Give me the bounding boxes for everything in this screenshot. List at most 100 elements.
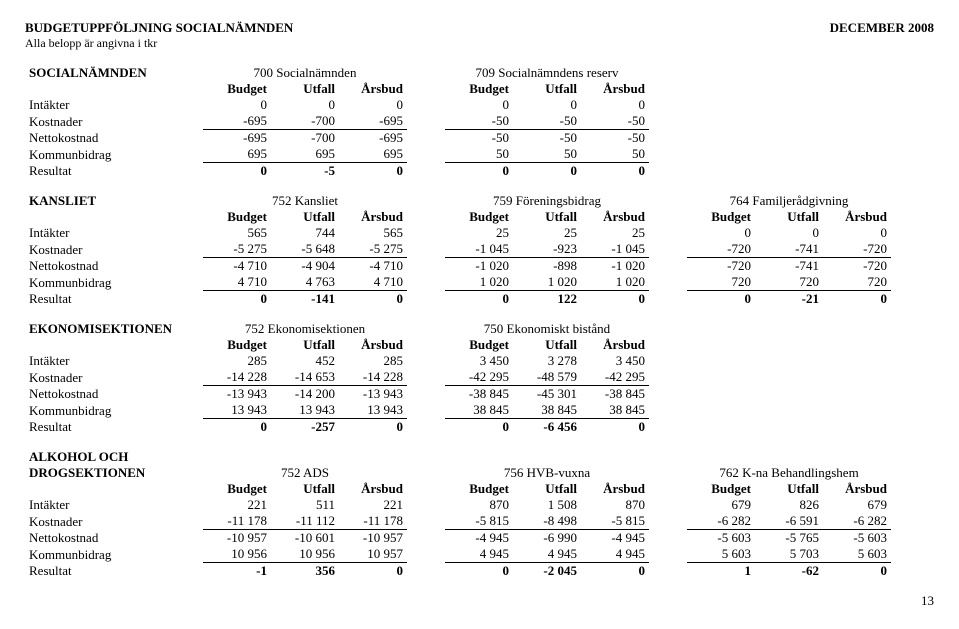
cell: -45 301 — [513, 386, 581, 403]
cell: -1 020 — [445, 258, 513, 275]
col-header-budget: Budget — [445, 481, 513, 497]
cell: 3 450 — [581, 353, 649, 369]
section-label: EKONOMISEKTIONEN — [25, 321, 203, 337]
cell: -695 — [339, 130, 407, 147]
group-title: 752 ADS — [203, 449, 407, 481]
group-title: 700 Socialnämnden — [203, 65, 407, 81]
cell: 565 — [203, 225, 271, 241]
cell: -50 — [445, 130, 513, 147]
group-title: 759 Föreningsbidrag — [445, 193, 649, 209]
cell: -720 — [687, 241, 755, 258]
cell: -1 — [203, 563, 271, 580]
cell: -50 — [513, 130, 581, 147]
budget-section: ALKOHOL OCHDROGSEKTIONEN752 ADS756 HVB-v… — [25, 449, 891, 579]
group-title: 752 Kansliet — [203, 193, 407, 209]
cell: 720 — [823, 274, 891, 291]
cell: 25 — [581, 225, 649, 241]
cell: 3 278 — [513, 353, 581, 369]
cell: -14 653 — [271, 369, 339, 386]
cell: -10 957 — [203, 530, 271, 547]
row-label-nettokostnad: Nettokostnad — [25, 130, 203, 147]
section-label: KANSLIET — [25, 193, 203, 209]
cell: -38 845 — [581, 386, 649, 403]
row-label-resultat: Resultat — [25, 163, 203, 180]
col-header-utfall: Utfall — [271, 481, 339, 497]
cell: -695 — [203, 130, 271, 147]
cell: 356 — [271, 563, 339, 580]
row-label-nettokostnad: Nettokostnad — [25, 386, 203, 403]
cell: 0 — [581, 563, 649, 580]
col-header-arsbud: Årsbud — [581, 209, 649, 225]
cell: 0 — [513, 97, 581, 113]
budget-tables: SOCIALNÄMNDEN700 Socialnämnden709 Social… — [25, 65, 934, 579]
cell: 0 — [445, 291, 513, 308]
cell: -6 990 — [513, 530, 581, 547]
cell: -6 591 — [755, 513, 823, 530]
cell: 826 — [755, 497, 823, 513]
cell: -10 601 — [271, 530, 339, 547]
cell: 695 — [339, 146, 407, 163]
cell: -38 845 — [445, 386, 513, 403]
budget-section: SOCIALNÄMNDEN700 Socialnämnden709 Social… — [25, 65, 649, 179]
cell: 50 — [513, 146, 581, 163]
cell: -700 — [271, 113, 339, 130]
cell: -741 — [755, 258, 823, 275]
col-header-arsbud: Årsbud — [339, 337, 407, 353]
col-header-budget: Budget — [445, 81, 513, 97]
cell: 4 945 — [581, 546, 649, 563]
cell: 695 — [271, 146, 339, 163]
cell: 5 603 — [823, 546, 891, 563]
cell: -62 — [755, 563, 823, 580]
cell: 0 — [581, 97, 649, 113]
row-label-resultat: Resultat — [25, 563, 203, 580]
cell: -257 — [271, 419, 339, 436]
cell: 4 710 — [203, 274, 271, 291]
cell: 0 — [687, 225, 755, 241]
col-header-arsbud: Årsbud — [339, 481, 407, 497]
col-header-utfall: Utfall — [513, 337, 581, 353]
col-header-budget: Budget — [687, 481, 755, 497]
row-label-kommunbidrag: Kommunbidrag — [25, 274, 203, 291]
cell: -42 295 — [445, 369, 513, 386]
cell: 38 845 — [445, 402, 513, 419]
cell: -5 648 — [271, 241, 339, 258]
cell: -10 957 — [339, 530, 407, 547]
cell: -14 200 — [271, 386, 339, 403]
budget-section: EKONOMISEKTIONEN752 Ekonomisektionen750 … — [25, 321, 649, 435]
cell: 511 — [271, 497, 339, 513]
cell: 0 — [203, 97, 271, 113]
cell: -48 579 — [513, 369, 581, 386]
cell: -8 498 — [513, 513, 581, 530]
cell: -1 045 — [445, 241, 513, 258]
cell: -5 275 — [203, 241, 271, 258]
cell: 0 — [687, 291, 755, 308]
cell: 3 450 — [445, 353, 513, 369]
group-title: 750 Ekonomiskt bistånd — [445, 321, 649, 337]
row-label-intakter: Intäkter — [25, 353, 203, 369]
cell: 0 — [203, 419, 271, 436]
cell: -6 456 — [513, 419, 581, 436]
cell: 0 — [581, 163, 649, 180]
cell: 1 508 — [513, 497, 581, 513]
cell: -42 295 — [581, 369, 649, 386]
cell: 0 — [339, 291, 407, 308]
cell: 0 — [823, 225, 891, 241]
cell: -5 765 — [755, 530, 823, 547]
cell: 25 — [513, 225, 581, 241]
cell: 38 845 — [581, 402, 649, 419]
cell: 679 — [687, 497, 755, 513]
col-header-budget: Budget — [203, 81, 271, 97]
row-label-kostnader: Kostnader — [25, 513, 203, 530]
cell: 870 — [581, 497, 649, 513]
cell: 13 943 — [339, 402, 407, 419]
cell: 0 — [339, 563, 407, 580]
title-right: DECEMBER 2008 — [830, 20, 934, 36]
cell: -720 — [823, 241, 891, 258]
col-header-utfall: Utfall — [271, 337, 339, 353]
cell: 285 — [203, 353, 271, 369]
cell: 0 — [445, 563, 513, 580]
col-header-utfall: Utfall — [513, 209, 581, 225]
col-header-arsbud: Årsbud — [581, 81, 649, 97]
cell: -695 — [339, 113, 407, 130]
cell: 720 — [687, 274, 755, 291]
